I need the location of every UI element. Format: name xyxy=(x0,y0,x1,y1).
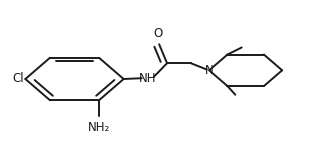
Text: O: O xyxy=(153,27,162,40)
Text: NH: NH xyxy=(139,72,156,85)
Text: N: N xyxy=(205,64,214,77)
Text: NH₂: NH₂ xyxy=(88,121,110,134)
Text: Cl: Cl xyxy=(12,73,24,85)
